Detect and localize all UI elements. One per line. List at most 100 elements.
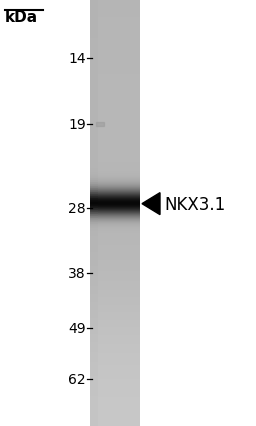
Bar bbox=[90, 234, 140, 236]
Text: 62: 62 bbox=[68, 371, 86, 386]
Bar bbox=[90, 356, 98, 358]
Bar bbox=[90, 1, 98, 3]
Bar bbox=[90, 253, 140, 254]
Bar bbox=[90, 311, 140, 312]
Bar bbox=[90, 336, 98, 338]
Bar bbox=[90, 406, 98, 408]
Bar bbox=[90, 79, 140, 80]
Bar bbox=[90, 9, 98, 11]
Bar bbox=[90, 190, 140, 192]
Bar bbox=[90, 43, 140, 44]
Bar bbox=[90, 330, 140, 331]
Bar bbox=[90, 198, 140, 199]
Bar bbox=[90, 269, 140, 271]
Bar bbox=[90, 326, 98, 328]
Bar bbox=[90, 344, 98, 346]
Bar bbox=[90, 127, 140, 128]
Bar bbox=[90, 192, 140, 193]
Bar bbox=[90, 354, 98, 356]
Bar bbox=[90, 213, 98, 215]
Bar bbox=[90, 401, 140, 402]
Bar bbox=[90, 102, 140, 103]
Bar bbox=[90, 213, 140, 215]
Bar bbox=[90, 202, 98, 204]
Bar bbox=[90, 364, 98, 366]
Bar bbox=[90, 334, 98, 336]
Bar bbox=[90, 45, 98, 47]
Bar bbox=[90, 230, 98, 233]
Bar bbox=[90, 29, 98, 31]
Bar bbox=[90, 313, 140, 314]
Bar bbox=[90, 9, 140, 10]
Bar bbox=[90, 227, 98, 228]
Bar bbox=[90, 14, 140, 15]
Bar bbox=[90, 416, 98, 418]
Bar bbox=[90, 333, 140, 334]
Bar bbox=[90, 303, 140, 304]
Bar bbox=[90, 181, 140, 183]
Bar bbox=[90, 113, 140, 114]
Bar bbox=[90, 126, 140, 127]
Text: kDa: kDa bbox=[5, 10, 38, 25]
Bar bbox=[90, 246, 140, 248]
Bar bbox=[90, 384, 98, 386]
Bar bbox=[90, 276, 140, 277]
Bar bbox=[90, 195, 140, 196]
Bar bbox=[90, 228, 140, 230]
Bar bbox=[90, 246, 98, 248]
Bar bbox=[90, 364, 140, 365]
Bar bbox=[90, 350, 98, 352]
Bar bbox=[90, 312, 98, 314]
Bar bbox=[90, 340, 98, 342]
Bar bbox=[90, 306, 98, 308]
Bar bbox=[90, 420, 140, 421]
Bar bbox=[90, 344, 140, 345]
Bar bbox=[90, 95, 140, 96]
Bar bbox=[90, 207, 140, 208]
Bar bbox=[90, 127, 98, 129]
Bar bbox=[90, 372, 140, 373]
Bar bbox=[90, 204, 140, 205]
Bar bbox=[90, 85, 140, 86]
Bar bbox=[90, 11, 98, 13]
Bar bbox=[90, 370, 98, 372]
Bar bbox=[90, 180, 140, 181]
Bar bbox=[90, 210, 140, 211]
Bar bbox=[90, 422, 98, 424]
Bar bbox=[90, 298, 140, 299]
Bar bbox=[90, 65, 98, 67]
Bar bbox=[90, 392, 140, 393]
Bar bbox=[90, 169, 98, 170]
Bar bbox=[90, 53, 98, 55]
Bar bbox=[90, 98, 140, 99]
Bar bbox=[90, 6, 140, 7]
Bar bbox=[90, 323, 140, 324]
Bar bbox=[90, 418, 140, 419]
Text: 38: 38 bbox=[68, 267, 86, 281]
Bar bbox=[90, 47, 98, 49]
Bar bbox=[90, 61, 98, 63]
Bar bbox=[90, 356, 140, 357]
Bar bbox=[90, 137, 140, 138]
Bar bbox=[90, 87, 98, 89]
Bar bbox=[90, 385, 140, 386]
Bar bbox=[90, 155, 98, 157]
Bar bbox=[90, 87, 140, 88]
Bar bbox=[90, 218, 140, 219]
Bar bbox=[90, 314, 140, 315]
Text: 19: 19 bbox=[68, 118, 86, 132]
Bar bbox=[90, 106, 140, 107]
Bar bbox=[90, 63, 98, 65]
Bar bbox=[90, 384, 140, 385]
Bar bbox=[90, 184, 98, 187]
Bar bbox=[90, 335, 140, 336]
Bar bbox=[90, 54, 140, 55]
Bar bbox=[90, 19, 98, 21]
Bar bbox=[90, 202, 140, 204]
Bar bbox=[90, 85, 98, 87]
Bar bbox=[90, 409, 140, 410]
Bar bbox=[90, 395, 140, 396]
Bar bbox=[90, 363, 140, 364]
Text: 14: 14 bbox=[68, 52, 86, 66]
Bar bbox=[90, 74, 140, 75]
